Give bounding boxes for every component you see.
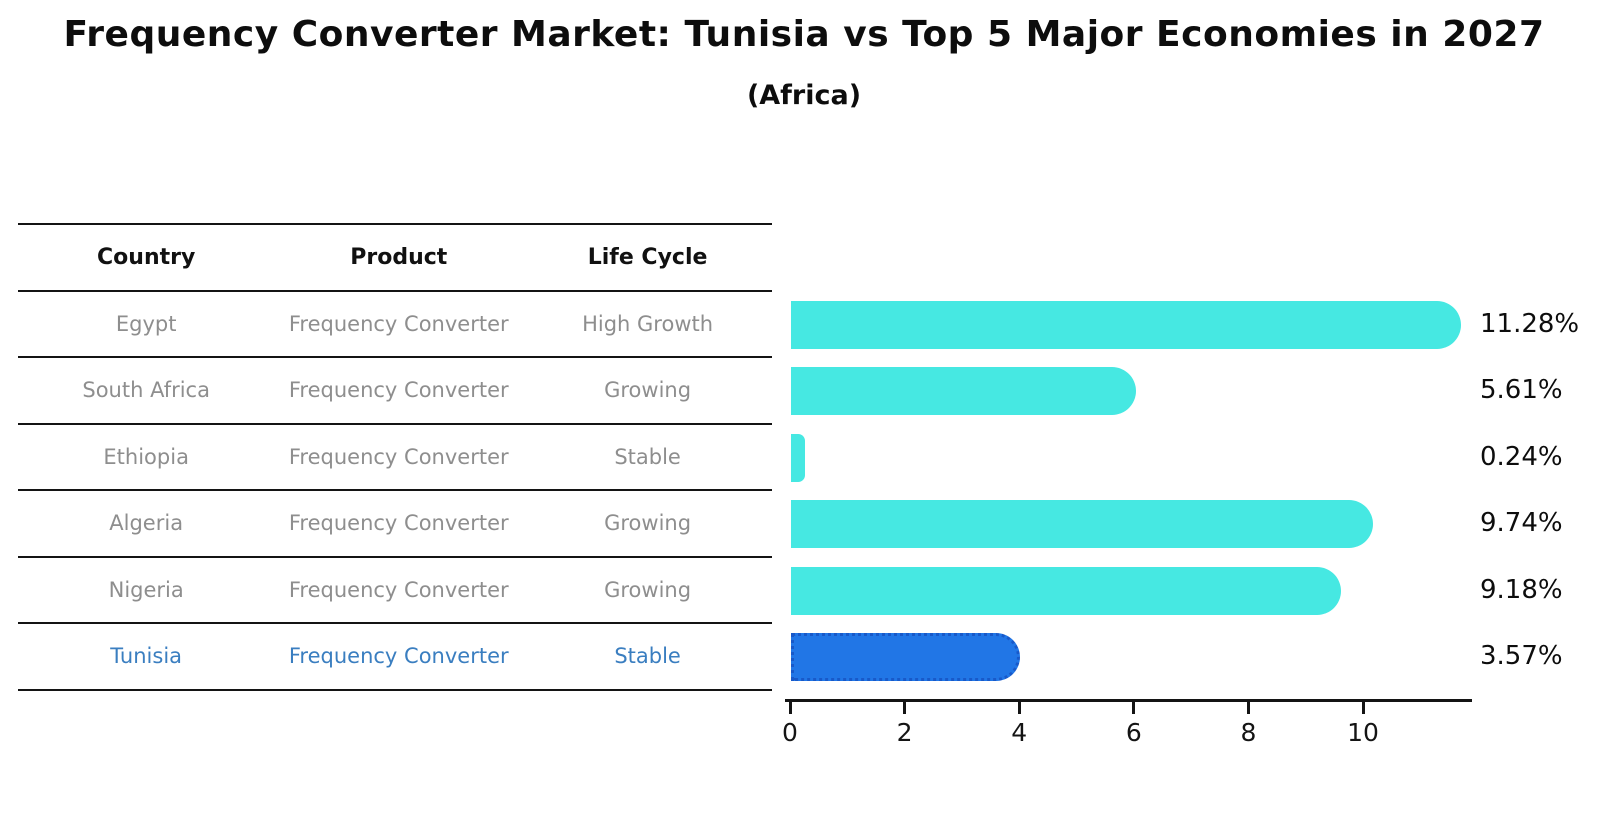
chart-bar-ethiopia xyxy=(791,433,805,482)
x-axis-tick-label: 2 xyxy=(896,718,913,747)
x-axis-line xyxy=(785,699,1472,702)
bar-value-label: 9.74% xyxy=(1480,508,1563,539)
bar-value-label: 11.28% xyxy=(1480,309,1580,339)
bar-value-label: 9.18% xyxy=(1480,574,1563,605)
x-axis-tick-label: 4 xyxy=(1011,718,1028,747)
cell-product: Frequency Converter xyxy=(288,378,509,403)
table-row-tunisia-highlighted: Tunisia Frequency Converter Stable xyxy=(18,624,772,691)
column-header-country: Country xyxy=(97,244,196,270)
chart-bar-highlight-tunisia xyxy=(791,633,1020,681)
cell-country: Ethiopia xyxy=(103,444,189,469)
data-table: Country Product Life Cycle Egypt Frequen… xyxy=(18,223,772,691)
chart-title: Frequency Converter Market: Tunisia vs T… xyxy=(63,14,1545,55)
chart-bar-algeria xyxy=(791,500,1374,549)
table-row-algeria: Algeria Frequency Converter Growing xyxy=(18,491,772,558)
cell-life-cycle: Growing xyxy=(604,577,692,602)
cell-country: Egypt xyxy=(115,311,177,336)
cell-country: Nigeria xyxy=(108,577,184,602)
cell-country: South Africa xyxy=(82,378,210,403)
chart-bar-egypt xyxy=(791,301,1462,349)
cell-life-cycle: Growing xyxy=(604,378,692,403)
x-axis-tick xyxy=(903,702,907,714)
x-axis-tick xyxy=(1132,702,1136,714)
bar-value-label: 5.61% xyxy=(1480,375,1563,406)
table-row-ethiopia: Ethiopia Frequency Converter Stable xyxy=(18,425,772,491)
cell-country: Tunisia xyxy=(110,644,183,669)
chart-bar-nigeria xyxy=(791,566,1341,615)
x-axis-tick xyxy=(788,702,792,714)
cell-product: Frequency Converter xyxy=(288,577,509,602)
cell-life-cycle: High Growth xyxy=(582,311,714,336)
table-row-south-africa: South Africa Frequency Converter Growing xyxy=(18,358,772,425)
cell-life-cycle: Stable xyxy=(614,644,681,669)
column-header-product: Product xyxy=(350,244,448,270)
cell-life-cycle: Stable xyxy=(614,444,681,469)
cell-life-cycle: Growing xyxy=(604,511,692,536)
x-axis-tick-label: 10 xyxy=(1347,718,1379,747)
x-axis-tick xyxy=(1361,702,1365,714)
table-header-row: Country Product Life Cycle xyxy=(18,225,772,292)
bar-value-label: 0.24% xyxy=(1480,441,1563,472)
bar-value-label: 3.57% xyxy=(1480,641,1563,671)
chart-bar-south-africa xyxy=(791,367,1137,416)
x-axis-tick-label: 0 xyxy=(782,718,798,747)
table-row-egypt: Egypt Frequency Converter High Growth xyxy=(18,292,772,358)
x-axis-tick-label: 8 xyxy=(1240,718,1257,747)
column-header-life-cycle: Life Cycle xyxy=(587,244,708,270)
x-axis-tick-label: 6 xyxy=(1125,718,1142,747)
chart-subtitle: (Africa) xyxy=(746,80,862,111)
x-axis-tick xyxy=(1246,702,1250,714)
cell-product: Frequency Converter xyxy=(288,311,509,336)
cell-country: Algeria xyxy=(109,511,184,536)
cell-product: Frequency Converter xyxy=(288,444,509,469)
x-axis-tick xyxy=(1017,702,1021,714)
table-row-nigeria: Nigeria Frequency Converter Growing xyxy=(18,558,772,624)
cell-product: Frequency Converter xyxy=(288,511,509,536)
cell-product: Frequency Converter xyxy=(288,644,509,669)
